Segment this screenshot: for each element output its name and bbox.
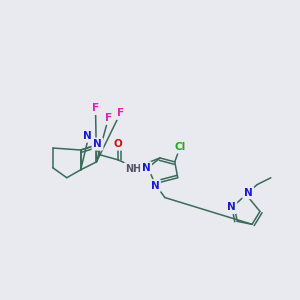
- Text: F: F: [105, 113, 112, 123]
- Text: O: O: [114, 139, 123, 149]
- Text: N: N: [142, 163, 150, 173]
- Text: F: F: [117, 108, 124, 118]
- Text: N: N: [244, 188, 253, 198]
- Text: Cl: Cl: [174, 142, 185, 152]
- Text: N: N: [151, 181, 159, 191]
- Text: NH: NH: [125, 164, 141, 174]
- Text: N: N: [227, 202, 236, 212]
- Text: N: N: [93, 139, 102, 149]
- Text: N: N: [83, 131, 92, 141]
- Text: F: F: [92, 103, 99, 113]
